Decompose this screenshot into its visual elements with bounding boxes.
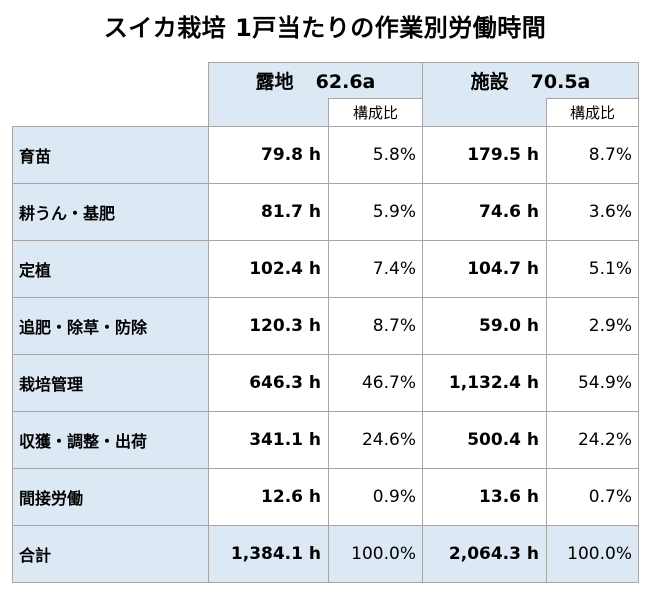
labor-hours-table: 露地 62.6a 施設 70.5a 構成比 構成比 育苗 79.8 h 5.8% 1… (12, 62, 639, 583)
open-field-hours: 646.3 h (208, 354, 329, 412)
facility-hours: 1,132.4 h (422, 354, 547, 412)
open-field-ratio: 0.9% (328, 468, 423, 526)
row-label: 耕うん・基肥 (12, 183, 209, 241)
facility-total-hours: 2,064.3 h (422, 525, 547, 583)
hours-subheader-facility (422, 98, 547, 127)
facility-hours: 74.6 h (422, 183, 547, 241)
row-label: 追肥・除草・防除 (12, 297, 209, 355)
group-header-open-field: 露地 62.6a (208, 62, 423, 99)
row-label: 定植 (12, 240, 209, 298)
facility-ratio: 54.9% (546, 354, 639, 412)
page-title: スイカ栽培 1戸当たりの作業別労働時間 (103, 14, 547, 42)
group-header-facility: 施設 70.5a (422, 62, 639, 99)
facility-hours: 13.6 h (422, 468, 547, 526)
table-row: 育苗 79.8 h 5.8% 179.5 h 8.7% (12, 126, 639, 184)
facility-ratio: 3.6% (546, 183, 639, 241)
total-row: 合計 1,384.1 h 100.0% 2,064.3 h 100.0% (12, 525, 639, 583)
group-area: 70.5a (530, 71, 591, 93)
group-area: 62.6a (315, 71, 376, 93)
table-row: 追肥・除草・防除 120.3 h 8.7% 59.0 h 2.9% (12, 297, 639, 355)
open-field-ratio: 8.7% (328, 297, 423, 355)
open-field-total-ratio: 100.0% (328, 525, 423, 583)
open-field-hours: 102.4 h (208, 240, 329, 298)
table-row: 耕うん・基肥 81.7 h 5.9% 74.6 h 3.6% (12, 183, 639, 241)
open-field-hours: 12.6 h (208, 468, 329, 526)
open-field-ratio: 7.4% (328, 240, 423, 298)
facility-hours: 104.7 h (422, 240, 547, 298)
group-name: 露地 (255, 71, 294, 93)
open-field-ratio: 5.8% (328, 126, 423, 184)
ratio-header-open-field: 構成比 (328, 98, 423, 127)
hours-subheader-open-field (208, 98, 329, 127)
row-label: 栽培管理 (12, 354, 209, 412)
open-field-hours: 81.7 h (208, 183, 329, 241)
open-field-hours: 120.3 h (208, 297, 329, 355)
facility-hours: 179.5 h (422, 126, 547, 184)
ratio-header-facility: 構成比 (546, 98, 639, 127)
facility-ratio: 24.2% (546, 411, 639, 469)
open-field-hours: 341.1 h (208, 411, 329, 469)
table-row: 収獲・調整・出荷 341.1 h 24.6% 500.4 h 24.2% (12, 411, 639, 469)
facility-ratio: 5.1% (546, 240, 639, 298)
open-field-ratio: 24.6% (328, 411, 423, 469)
row-label: 育苗 (12, 126, 209, 184)
table-row: 栽培管理 646.3 h 46.7% 1,132.4 h 54.9% (12, 354, 639, 412)
facility-ratio: 2.9% (546, 297, 639, 355)
header-corner-cell (12, 62, 209, 127)
open-field-ratio: 46.7% (328, 354, 423, 412)
facility-hours: 500.4 h (422, 411, 547, 469)
table-row: 間接労働 12.6 h 0.9% 13.6 h 0.7% (12, 468, 639, 526)
facility-ratio: 8.7% (546, 126, 639, 184)
facility-total-ratio: 100.0% (546, 525, 639, 583)
row-label: 間接労働 (12, 468, 209, 526)
total-label: 合計 (12, 525, 209, 583)
facility-hours: 59.0 h (422, 297, 547, 355)
open-field-total-hours: 1,384.1 h (208, 525, 329, 583)
table-row: 定植 102.4 h 7.4% 104.7 h 5.1% (12, 240, 639, 298)
open-field-ratio: 5.9% (328, 183, 423, 241)
facility-ratio: 0.7% (546, 468, 639, 526)
open-field-hours: 79.8 h (208, 126, 329, 184)
row-label: 収獲・調整・出荷 (12, 411, 209, 469)
group-name: 施設 (470, 71, 509, 93)
